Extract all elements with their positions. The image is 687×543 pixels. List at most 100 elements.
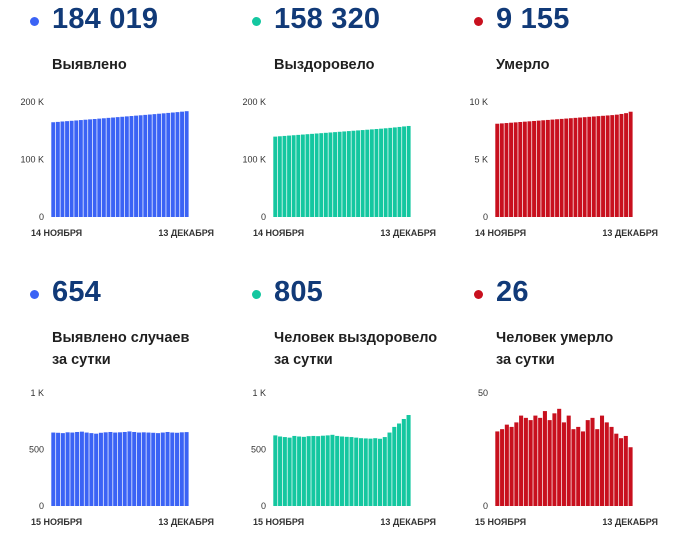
bar (609, 426, 614, 506)
bar (532, 120, 536, 217)
bar (273, 136, 278, 217)
bar (103, 432, 108, 506)
bar (406, 125, 411, 217)
bar (151, 432, 156, 506)
bar (311, 435, 316, 506)
panel-total-recovered: 158 320 Выздоровело 200 K 100 K 0 14 НОЯБРЯ 13… (222, 0, 447, 270)
bar (605, 115, 610, 217)
bar (349, 437, 354, 506)
bar-chart: 1 K 500 0 15 НОЯБРЯ 13 ДЕКАБРЯ (251, 388, 436, 527)
bar (591, 116, 596, 217)
bar (596, 116, 601, 217)
bar (300, 134, 305, 217)
bar (97, 118, 102, 217)
headline-value: 184 019 (52, 3, 159, 35)
bar (165, 431, 170, 507)
bar (101, 118, 106, 217)
bar (538, 417, 543, 506)
bar (342, 131, 347, 217)
bar (623, 435, 628, 506)
bar (513, 122, 518, 217)
bar (51, 432, 56, 506)
y-tick-label: 0 (261, 212, 266, 222)
bar (373, 438, 378, 506)
bar (573, 117, 578, 217)
headline-value: 9 155 (496, 3, 570, 35)
y-tick-label: 0 (483, 212, 488, 222)
bar (406, 415, 411, 506)
bar (152, 114, 157, 217)
bar (282, 437, 287, 506)
bar (113, 432, 118, 506)
bar (88, 119, 92, 217)
caption-line: Выявлено случаев (52, 330, 190, 346)
bar (124, 116, 129, 218)
bar (292, 435, 297, 506)
bar (614, 433, 619, 506)
bar (179, 432, 184, 506)
x-start-label: 14 НОЯБРЯ (31, 228, 82, 238)
bar (314, 133, 319, 217)
bar (136, 432, 142, 506)
bar (51, 122, 56, 217)
y-tick-label: 1 K (252, 388, 266, 398)
bar (337, 131, 342, 217)
bar (578, 117, 582, 217)
panel-daily-cases: 654 Выявлено случаев за сутки 1 K 500 0 15 НОЯ… (0, 273, 225, 543)
bar (401, 418, 406, 506)
bar (576, 426, 581, 506)
caption-line: за сутки (274, 352, 333, 368)
caption-line: за сутки (496, 352, 555, 368)
bar (587, 116, 592, 217)
bar (111, 117, 115, 217)
bar (115, 117, 120, 217)
bar (495, 431, 500, 506)
bar (166, 112, 171, 217)
bar (60, 121, 65, 217)
bar (75, 431, 80, 507)
bar (98, 432, 103, 506)
panel-total-cases: 184 019 Выявлено 200 K 100 K 0 14 НОЯБРЯ 13 ДЕ… (0, 0, 225, 270)
bar (117, 432, 122, 506)
x-end-label: 13 ДЕКАБРЯ (602, 517, 658, 527)
bar-chart: 50 0 15 НОЯБРЯ 13 ДЕКАБРЯ (475, 388, 658, 527)
status-dot-icon (474, 17, 483, 26)
bar (374, 129, 379, 217)
bar (180, 111, 184, 217)
bar (514, 422, 519, 506)
bar-chart: 200 K 100 K 0 14 НОЯБРЯ 13 ДЕКАБРЯ (20, 97, 214, 238)
bar (383, 128, 388, 217)
bar (523, 417, 528, 506)
bar (541, 120, 546, 217)
x-end-label: 13 ДЕКАБРЯ (602, 228, 658, 238)
bar (170, 432, 175, 506)
bar (392, 127, 397, 217)
bar (580, 431, 586, 506)
bar (320, 435, 325, 506)
bar (528, 420, 533, 506)
y-tick-label: 1 K (30, 388, 44, 398)
bar (358, 438, 364, 506)
bar (495, 123, 500, 217)
bar (564, 118, 569, 217)
bar (561, 422, 566, 506)
bar (155, 433, 161, 507)
y-tick-label: 10 K (469, 97, 488, 107)
bar (282, 135, 287, 217)
bar (335, 435, 340, 506)
bar (127, 431, 132, 506)
bar (499, 123, 504, 217)
bar (316, 436, 321, 506)
bar (78, 120, 83, 217)
x-start-label: 15 НОЯБРЯ (253, 517, 304, 527)
x-start-label: 15 НОЯБРЯ (31, 517, 82, 527)
panel-daily-deaths: 26 Человек умерло за сутки 50 0 15 НОЯБРЯ 13 Д… (444, 273, 669, 543)
bar (363, 438, 368, 506)
bar (585, 420, 590, 506)
caption-line: Человек выздоровело (274, 330, 438, 346)
bar (369, 129, 374, 217)
y-tick-label: 0 (261, 501, 266, 511)
bar (571, 429, 576, 506)
bar (387, 432, 392, 506)
bar (568, 118, 573, 217)
